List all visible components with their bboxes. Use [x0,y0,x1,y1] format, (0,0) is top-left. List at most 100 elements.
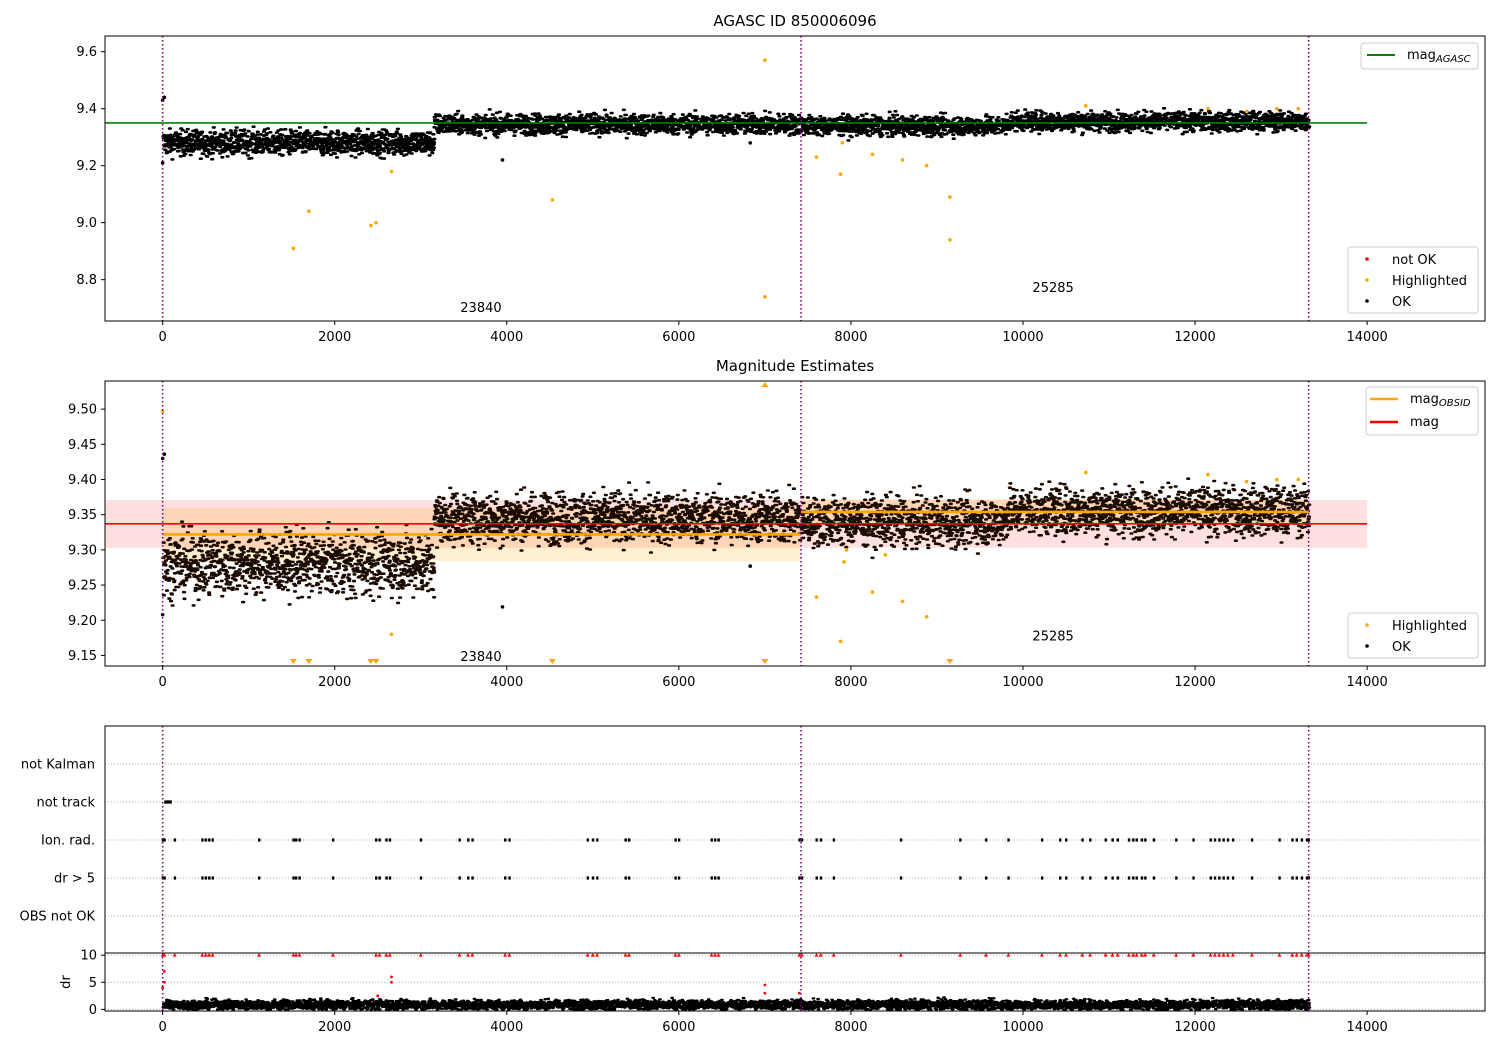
clipped-low-marker [305,659,313,664]
legend-label: not OK [1392,253,1437,268]
dr-gt-5-event [624,876,627,880]
flag-row-label: dr > 5 [54,872,95,887]
dr-gt-5-event [1291,876,1294,880]
dr-high-event [585,953,590,957]
panel1-agasc-magnitude: 23840 25285 0 2000 4000 6000 8000 10000 12000 140… [76,35,1486,345]
dr-gt-5-event [385,876,388,880]
dr-high-event [162,953,167,957]
dr-high-event [1064,953,1069,957]
dr-points-cloud [161,996,1312,1011]
dr-gt-5-event [596,876,599,880]
panel1-xtick-label: 10000 [1002,330,1043,345]
dr-high-event [1249,953,1254,957]
highlighted-point [550,198,555,202]
ion-rad-event [298,838,301,842]
panel1-xtick-label: 12000 [1174,330,1215,345]
highlighted-point [814,155,819,159]
legend-point-status: not OK Highlighted OK [1347,246,1479,314]
legend-marker [1365,644,1369,648]
dr-high-event [1208,953,1213,957]
legend-label: magOBSID [1410,392,1471,409]
legend-label: OK [1392,295,1411,310]
ok-outlier-point [162,452,167,456]
panel2-ytick-label: 9.30 [68,543,97,558]
panel2-xtick-label: 8000 [834,675,867,690]
ion-rad-event [819,838,823,842]
highlighted-point [900,599,905,604]
dr-gt-5-event [1231,876,1235,880]
ion-rad-event [1295,838,1298,842]
dr-high-event [626,953,631,957]
dr-high-event [297,953,302,957]
panel2-xtick-label: 0 [159,675,167,690]
dr-gt-5-event [378,876,381,880]
panel2-xtick-label: 10000 [1002,675,1043,690]
panel1-ytick-label: 9.6 [76,45,97,60]
ion-rad-event [1209,838,1212,842]
panel2-xtick-label: 2000 [318,675,351,690]
panel1-ytick-label: 9.2 [76,159,97,174]
dr-gt-5-event [674,876,677,880]
obsid-label: 25285 [1032,629,1073,644]
highlighted-point [924,614,929,619]
dr-high-event [1306,953,1311,957]
dr-high-event [172,953,177,957]
highlighted-point [1274,477,1279,482]
dr-high-event [1131,953,1136,957]
ion-rad-event [899,838,903,842]
ion-rad-event [1007,838,1010,842]
highlighted-point [291,246,296,251]
dr-gt-5-event [899,876,903,880]
dr-high-event [983,953,988,957]
dr-gt-5-event [1065,876,1068,880]
dr-gt-5-event [1089,876,1092,880]
not-track-event [166,800,170,804]
ion-rad-event [1213,838,1217,842]
highlighted-point [369,223,373,228]
highlighted-point [900,158,905,162]
dr-gt-5-event [1140,876,1144,880]
ion-rad-event [624,838,627,842]
dr-high-event [799,953,804,957]
dr-gt-5-event [208,876,211,880]
dr-spike-point [390,980,393,984]
legend-marker [1365,278,1369,282]
ion-rad-event [1226,838,1230,842]
dr-high-event [1057,953,1062,957]
panel2-ytick-label: 9.25 [68,579,97,594]
highlighted-point [763,58,767,63]
flag-row-label: not track [36,796,95,811]
dr-spike-point [161,986,165,990]
dr-high-event [1221,953,1226,957]
dr-gt-5-event [627,876,631,880]
dr-high-event [210,953,215,957]
dr-gt-5-event [677,876,681,880]
dr-gt-5-event [1218,876,1221,880]
ion-rad-event [1291,838,1294,842]
legend-mag-agasc: magAGASC [1360,42,1479,70]
dr-gt-5-event [292,876,295,880]
legend-label: magAGASC [1407,48,1471,65]
ok-outlier-point [500,605,505,609]
highlighted-point [1296,477,1301,482]
dr-gt-5-event [1132,876,1135,880]
ion-rad-event [211,838,214,842]
dr-high-event [1225,953,1230,957]
ok-outlier-point [160,612,165,617]
ion-rad-event [385,838,388,842]
dr-high-event [291,953,296,957]
dr-gt-5-event [1226,876,1230,880]
dr-high-event [712,953,717,957]
panel4-xtick-label: 12000 [1174,1020,1215,1035]
dr-high-event [673,953,678,957]
highlighted-point [924,163,929,168]
panel2-ytick-label: 9.35 [68,508,97,523]
panel2-xtick-label: 14000 [1346,675,1387,690]
dr-gt-5-event [815,876,818,880]
highlighted-point [763,294,767,299]
dr-gt-5-event [1058,876,1062,880]
ion-rad-event [1089,838,1092,842]
panel1-xtick-label: 8000 [834,330,867,345]
obsid-label: 23840 [460,301,501,316]
highlighted-point [883,553,888,557]
